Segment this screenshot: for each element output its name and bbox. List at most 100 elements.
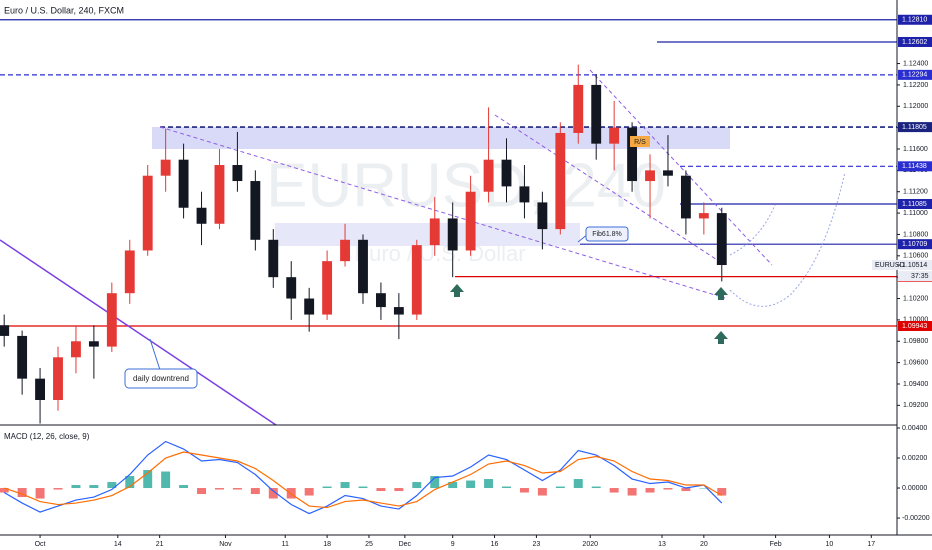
macd-histogram-bar: [179, 485, 189, 489]
x-tick-label: 2020: [582, 541, 598, 548]
x-tick-label: 13: [658, 541, 666, 548]
macd-histogram-bar: [161, 471, 171, 489]
candle-body: [411, 245, 422, 315]
macd-histogram-bar: [573, 479, 583, 489]
trend-line: [589, 69, 773, 266]
macd-histogram-bar: [394, 488, 404, 492]
macd-histogram-bar: [645, 488, 655, 493]
y-tick-label: 1.12400: [903, 60, 928, 67]
macd-histogram-bar: [681, 488, 691, 492]
candle-body: [663, 170, 673, 176]
annotations: R/S Fib61.8% daily downtrend: [124, 136, 650, 389]
candle-body: [160, 159, 171, 176]
y-tick-label: 1.09200: [903, 402, 928, 409]
macd-y-tick-label: -0.00200: [902, 515, 930, 522]
candle-body: [0, 325, 10, 336]
macd-histogram-bar: [214, 488, 224, 490]
candle-body: [214, 165, 225, 224]
candle-body: [268, 239, 279, 278]
candle-body: [483, 159, 494, 192]
candle-body: [358, 239, 368, 294]
y-tick-label: 1.10000: [903, 317, 928, 324]
level-label-box: [898, 122, 932, 133]
candle-body: [53, 357, 63, 401]
candle-body: [250, 181, 261, 240]
x-tick-label: 14: [114, 541, 122, 548]
macd-histogram-bar: [609, 488, 619, 493]
y-tick-label: 1.11000: [903, 210, 928, 217]
last-price-box: [872, 259, 932, 270]
macd-histogram-bar: [466, 480, 476, 489]
macd-histogram-bar: [304, 488, 314, 496]
macd-histogram-bar: [519, 488, 529, 493]
macd-histogram-bar: [430, 476, 440, 489]
macd-histogram-bar: [232, 488, 242, 490]
callout-line: [149, 338, 161, 371]
macd-histogram-bar: [358, 486, 368, 489]
y-tick-label: 1.12000: [903, 103, 928, 110]
level-label: 1.12602: [902, 39, 927, 46]
candle-body: [609, 127, 620, 144]
y-tick-label: 1.10800: [903, 231, 928, 238]
macd-histogram-bar: [250, 488, 260, 495]
macd-histogram-bar: [627, 488, 637, 496]
y-tick-label: 1.09600: [903, 359, 928, 366]
x-tick-label: Nov: [219, 541, 232, 548]
level-label: 1.11805: [902, 124, 927, 131]
zones: [152, 127, 730, 246]
chart-title: Euro / U.S. Dollar, 240, FXCM: [4, 5, 124, 15]
candle-body: [645, 170, 655, 182]
candle-body: [196, 207, 207, 224]
countdown-box: [898, 270, 932, 281]
x-tick-label: Dec: [399, 541, 412, 548]
macd-histogram-bar: [448, 482, 458, 489]
candle-body: [286, 277, 297, 299]
level-label: 1.11085: [902, 201, 927, 208]
x-tick-label: 23: [533, 541, 541, 548]
level-label: 1.12810: [902, 17, 927, 24]
candle-body: [591, 84, 602, 144]
candle-body: [35, 378, 45, 401]
level-label-box: [898, 69, 932, 80]
last-price-name: EURUSD: [875, 262, 905, 269]
candle-body: [322, 261, 333, 315]
x-tick-label: 18: [323, 541, 331, 548]
candle-body: [232, 165, 243, 182]
candle-body: [627, 127, 638, 182]
candle-body: [88, 341, 99, 347]
level-label-box: [898, 161, 932, 172]
candle-body: [71, 341, 81, 358]
macd-histogram-bar: [340, 482, 350, 489]
countdown: 37:35: [911, 273, 929, 280]
macd-histogram-bar: [484, 479, 494, 489]
x-tick-label: 21: [156, 541, 164, 548]
macd-histogram-bar: [143, 470, 153, 489]
macd-histogram-bar: [268, 488, 278, 499]
y-tick-label: 1.12200: [903, 82, 928, 89]
macd-y-tick-label: 0.00000: [902, 485, 927, 492]
macd-histogram-bar: [107, 482, 117, 489]
projection: [729, 204, 776, 256]
support-zone: [275, 223, 580, 246]
macd-histogram-bar: [125, 476, 135, 489]
macd-histogram-bar: [197, 488, 207, 495]
candle-body: [465, 191, 476, 251]
x-tick-label: 10: [826, 541, 834, 548]
macd-histogram-bar: [376, 488, 386, 492]
macd-histogram-bar: [0, 488, 9, 493]
macd-y-tick-label: 0.00400: [902, 425, 927, 432]
macd-histogram-bar: [717, 488, 727, 496]
y-tick-label: 1.09400: [903, 381, 928, 388]
projection: [729, 171, 846, 307]
macd-histogram-bar: [699, 488, 709, 489]
x-tick-label: 17: [867, 541, 875, 548]
rs-label: R/S: [634, 139, 646, 146]
macd-histogram-bar: [663, 488, 673, 490]
up-arrow: [450, 284, 464, 297]
last-price-label: 1.10514: [902, 262, 927, 269]
macd-histogram-bar: [502, 486, 511, 489]
candle-body: [716, 213, 727, 265]
trend-line: [0, 239, 277, 426]
